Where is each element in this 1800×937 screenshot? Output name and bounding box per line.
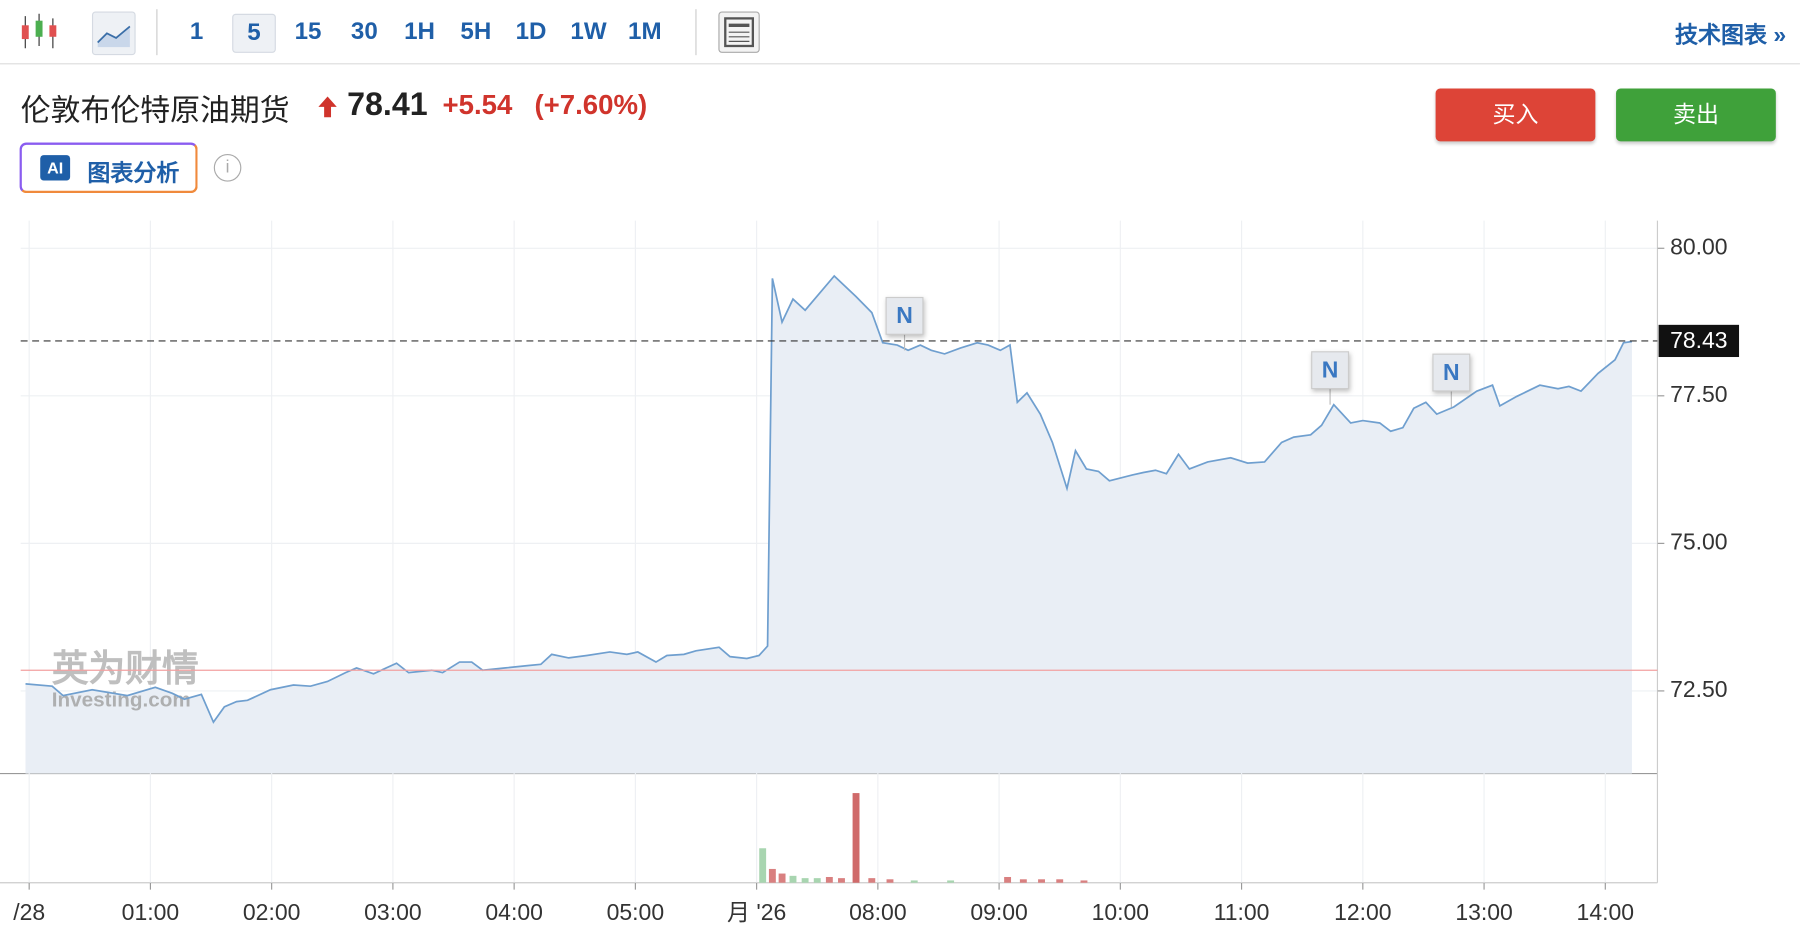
watermark-en: Investing.com <box>52 689 191 712</box>
x-tick-label: 月 '26 <box>727 899 786 925</box>
x-tick-label: 11:00 <box>1214 899 1270 925</box>
x-tick-label: 14:00 <box>1577 899 1634 925</box>
interval-button[interactable]: 15 <box>294 18 322 45</box>
volume-bar <box>852 793 860 883</box>
interval-button[interactable]: 1M <box>628 18 662 45</box>
annotation-box <box>1311 351 1350 390</box>
price-line <box>25 274 1633 724</box>
x-tick-label: 02:00 <box>243 899 300 925</box>
up-arrow <box>318 96 337 118</box>
x-tick-label: 12:00 <box>1334 899 1391 925</box>
y-tick-label: 75.00 <box>1670 528 1727 554</box>
x-tick-label: 09:00 <box>970 899 1027 925</box>
annotation-box <box>1432 353 1471 392</box>
candle-icon[interactable] <box>18 11 59 52</box>
volume-bar <box>768 868 776 883</box>
interval-button[interactable]: 5H <box>460 18 492 45</box>
annotation-label: N <box>896 302 913 328</box>
volume-bar <box>886 879 894 883</box>
volume-bar <box>801 878 809 883</box>
x-tick-label: 01:00 <box>122 899 179 925</box>
interval-button[interactable]: 30 <box>350 18 378 45</box>
volume-bar <box>759 848 767 883</box>
x-tick-label: 05:00 <box>607 899 664 925</box>
x-tick-label: 08:00 <box>849 899 906 925</box>
sell-button[interactable]: 卖出 <box>1616 88 1776 142</box>
x-tick-label: /28 <box>13 899 45 925</box>
area-icon[interactable] <box>91 11 136 56</box>
watermark-cn: 英为财情 <box>52 648 199 689</box>
area-fill <box>25 275 1632 774</box>
volume-bar <box>825 876 833 883</box>
instrument-name: 伦敦布伦特原油期货 <box>20 93 290 128</box>
volume-bar <box>1038 879 1045 883</box>
y-tick-label: 72.50 <box>1670 676 1727 702</box>
x-tick-label: 03:00 <box>364 899 421 925</box>
interval-button[interactable]: 1D <box>515 18 547 45</box>
volume-bar <box>838 878 845 883</box>
volume-bar <box>789 875 797 883</box>
volume-bar <box>868 878 876 883</box>
interval-button[interactable]: 1H <box>404 18 435 45</box>
volume-bar <box>910 880 918 883</box>
info-icon[interactable]: i <box>213 154 242 182</box>
toolbar-border <box>0 63 1800 65</box>
y-tick-label: 77.50 <box>1670 381 1727 407</box>
x-tick-label: 10:00 <box>1092 899 1149 925</box>
ai-analysis-button[interactable]: AI 图表分析 <box>19 142 198 194</box>
volume-bar <box>778 873 786 883</box>
divider <box>156 9 158 56</box>
current-price-label: 78.43 <box>1670 327 1727 353</box>
volume-bar <box>1004 876 1012 883</box>
volume-bar <box>1080 880 1088 883</box>
x-tick-label: 04:00 <box>485 899 542 925</box>
volume-bar <box>947 880 955 883</box>
annotation-box <box>885 296 924 335</box>
y-tick-label: 80.00 <box>1670 233 1727 259</box>
buy-button[interactable]: 买入 <box>1435 88 1596 142</box>
interval-button[interactable]: 5 <box>232 13 276 53</box>
change-percent: (+7.60%) <box>534 89 648 121</box>
divider <box>695 9 697 56</box>
current-price-box <box>1658 324 1740 358</box>
volume-bar <box>813 878 821 883</box>
annotation-label: N <box>1443 359 1460 385</box>
x-tick-label: 13:00 <box>1455 899 1512 925</box>
interval-button[interactable]: 1W <box>570 18 607 45</box>
change: +5.54 <box>442 89 513 121</box>
ai-label: 图表分析 <box>87 160 180 187</box>
layout-icon[interactable] <box>718 11 760 53</box>
volume-bar <box>1056 879 1064 883</box>
volume-bar <box>1019 879 1027 883</box>
annotation-label: N <box>1322 356 1339 382</box>
ai-badge: AI <box>40 155 71 181</box>
price: 78.41 <box>347 86 428 122</box>
technical-chart-link[interactable]: 技术图表 » <box>1675 22 1787 49</box>
interval-button[interactable]: 1 <box>189 18 204 45</box>
